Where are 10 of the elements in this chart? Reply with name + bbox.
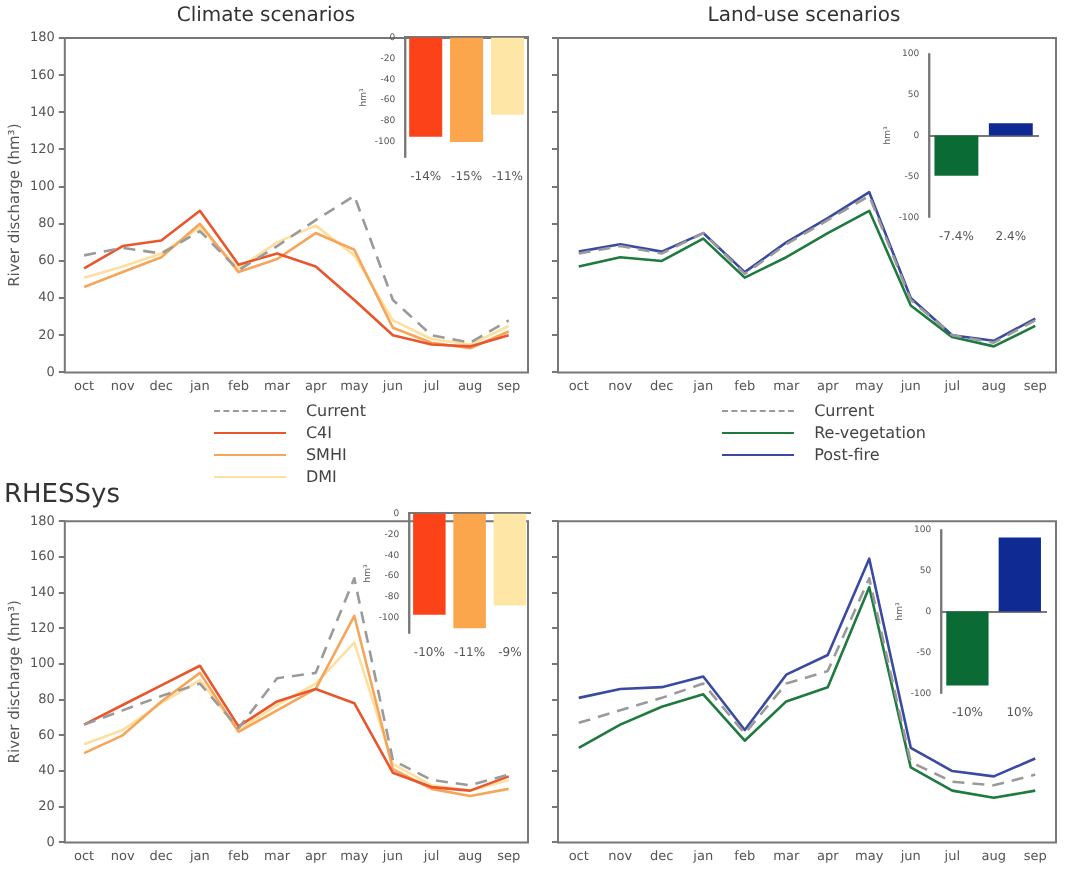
legend-label: Current [305,402,367,420]
chart-title: Climate scenarios [176,5,356,28]
legend-label: DMI [305,468,337,486]
chart-title: RHESSys [4,480,121,511]
legend-label: Current [814,402,875,420]
legend-label: C4I [305,424,333,442]
legend-label: SMHI [305,446,347,464]
legend-label: Post-fire [814,446,880,464]
legend-label: Re-vegetation [814,424,926,442]
chart-title: Land-use scenarios [707,5,901,28]
